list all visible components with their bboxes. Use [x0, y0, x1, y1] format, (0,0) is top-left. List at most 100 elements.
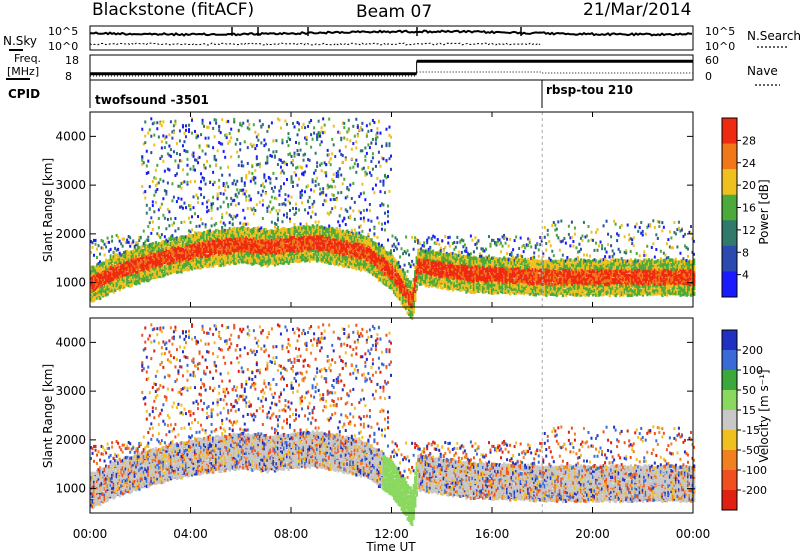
power-cell	[405, 290, 408, 295]
power-cell	[172, 129, 175, 133]
power-cell	[168, 241, 171, 246]
power-cell	[257, 245, 260, 249]
power-cell	[178, 184, 181, 188]
power-cell	[209, 121, 212, 125]
power-cell	[175, 245, 179, 250]
power-cell	[224, 259, 227, 264]
power-cell	[320, 126, 323, 130]
power-cell	[290, 256, 293, 261]
power-cell	[302, 228, 305, 232]
power-cell	[216, 232, 219, 237]
power-cell	[341, 252, 345, 257]
power-cell	[126, 257, 129, 261]
power-cell	[209, 232, 212, 236]
power-cell	[314, 212, 317, 216]
power-cell	[347, 257, 351, 261]
power-cell	[126, 254, 129, 258]
power-cell	[350, 265, 354, 269]
power-cell	[111, 258, 114, 262]
power-cell	[257, 191, 260, 195]
power-cell	[370, 219, 373, 223]
power-cell	[192, 168, 195, 172]
power-cell	[310, 238, 313, 242]
power-cell	[171, 234, 174, 238]
power-cell	[136, 267, 140, 271]
power-cell	[290, 229, 293, 234]
power-cell	[305, 185, 308, 189]
power-cell	[409, 315, 412, 319]
power-cell	[234, 228, 238, 233]
power-cell	[278, 242, 281, 247]
power-cell	[371, 137, 374, 141]
power-cell	[272, 139, 275, 143]
power-cell	[245, 253, 248, 258]
power-cell	[106, 278, 109, 283]
power-cell	[227, 233, 230, 237]
power-cell	[382, 277, 385, 281]
power-cell	[400, 268, 403, 272]
power-cell	[347, 264, 351, 269]
power-cell	[230, 196, 233, 200]
power-cell	[382, 247, 385, 252]
power-cell	[377, 254, 381, 258]
power-cell	[169, 245, 173, 250]
power-cell	[316, 224, 319, 228]
power-cell	[325, 233, 328, 238]
power-cell	[391, 272, 394, 276]
power-cell	[308, 120, 311, 124]
power-cell	[282, 182, 285, 186]
power-cell	[132, 254, 135, 258]
power-cell	[97, 283, 100, 288]
power-cell	[362, 245, 366, 250]
power-cell	[304, 255, 307, 260]
power-cell	[191, 131, 194, 135]
power-cell	[96, 279, 99, 284]
power-cell	[135, 262, 138, 266]
power-cell	[165, 141, 168, 145]
power-cell	[174, 265, 177, 270]
power-cell	[380, 256, 384, 261]
power-cell	[197, 259, 200, 264]
power-cell	[308, 206, 311, 210]
power-cell	[203, 165, 206, 169]
power-cell	[349, 256, 352, 261]
power-cell	[282, 232, 286, 236]
power-cell	[370, 159, 373, 163]
power-cell	[197, 241, 200, 245]
power-cell	[109, 282, 112, 286]
power-cell	[100, 238, 103, 242]
power-cell	[174, 240, 177, 245]
power-cell	[183, 201, 186, 205]
power-cell	[148, 249, 152, 254]
power-cell	[352, 246, 355, 250]
power-cell	[402, 290, 405, 294]
power-cell	[236, 188, 239, 192]
power-cell	[132, 262, 135, 266]
power-cell	[325, 227, 328, 231]
power-cell	[234, 182, 237, 186]
power-cell	[352, 254, 355, 258]
power-cell	[111, 239, 114, 243]
power-cell	[293, 237, 296, 242]
power-cell	[159, 274, 162, 279]
power-cell	[219, 238, 222, 242]
power-cell	[191, 153, 194, 157]
power-cell	[192, 253, 195, 257]
power-cell	[209, 260, 212, 264]
power-cell	[147, 225, 150, 229]
power-cell	[377, 275, 381, 280]
power-cell	[257, 257, 260, 262]
power-cell	[184, 206, 187, 210]
power-cell	[365, 134, 368, 138]
power-cell	[362, 263, 366, 267]
power-cell	[166, 254, 170, 258]
power-cell	[236, 248, 239, 253]
power-cell	[269, 230, 272, 234]
power-cell	[328, 160, 331, 164]
power-cell	[272, 253, 275, 258]
power-cell	[108, 277, 111, 282]
power-cell	[335, 198, 338, 202]
power-cell	[165, 243, 168, 247]
power-cell	[379, 164, 382, 168]
power-cell	[183, 253, 186, 258]
